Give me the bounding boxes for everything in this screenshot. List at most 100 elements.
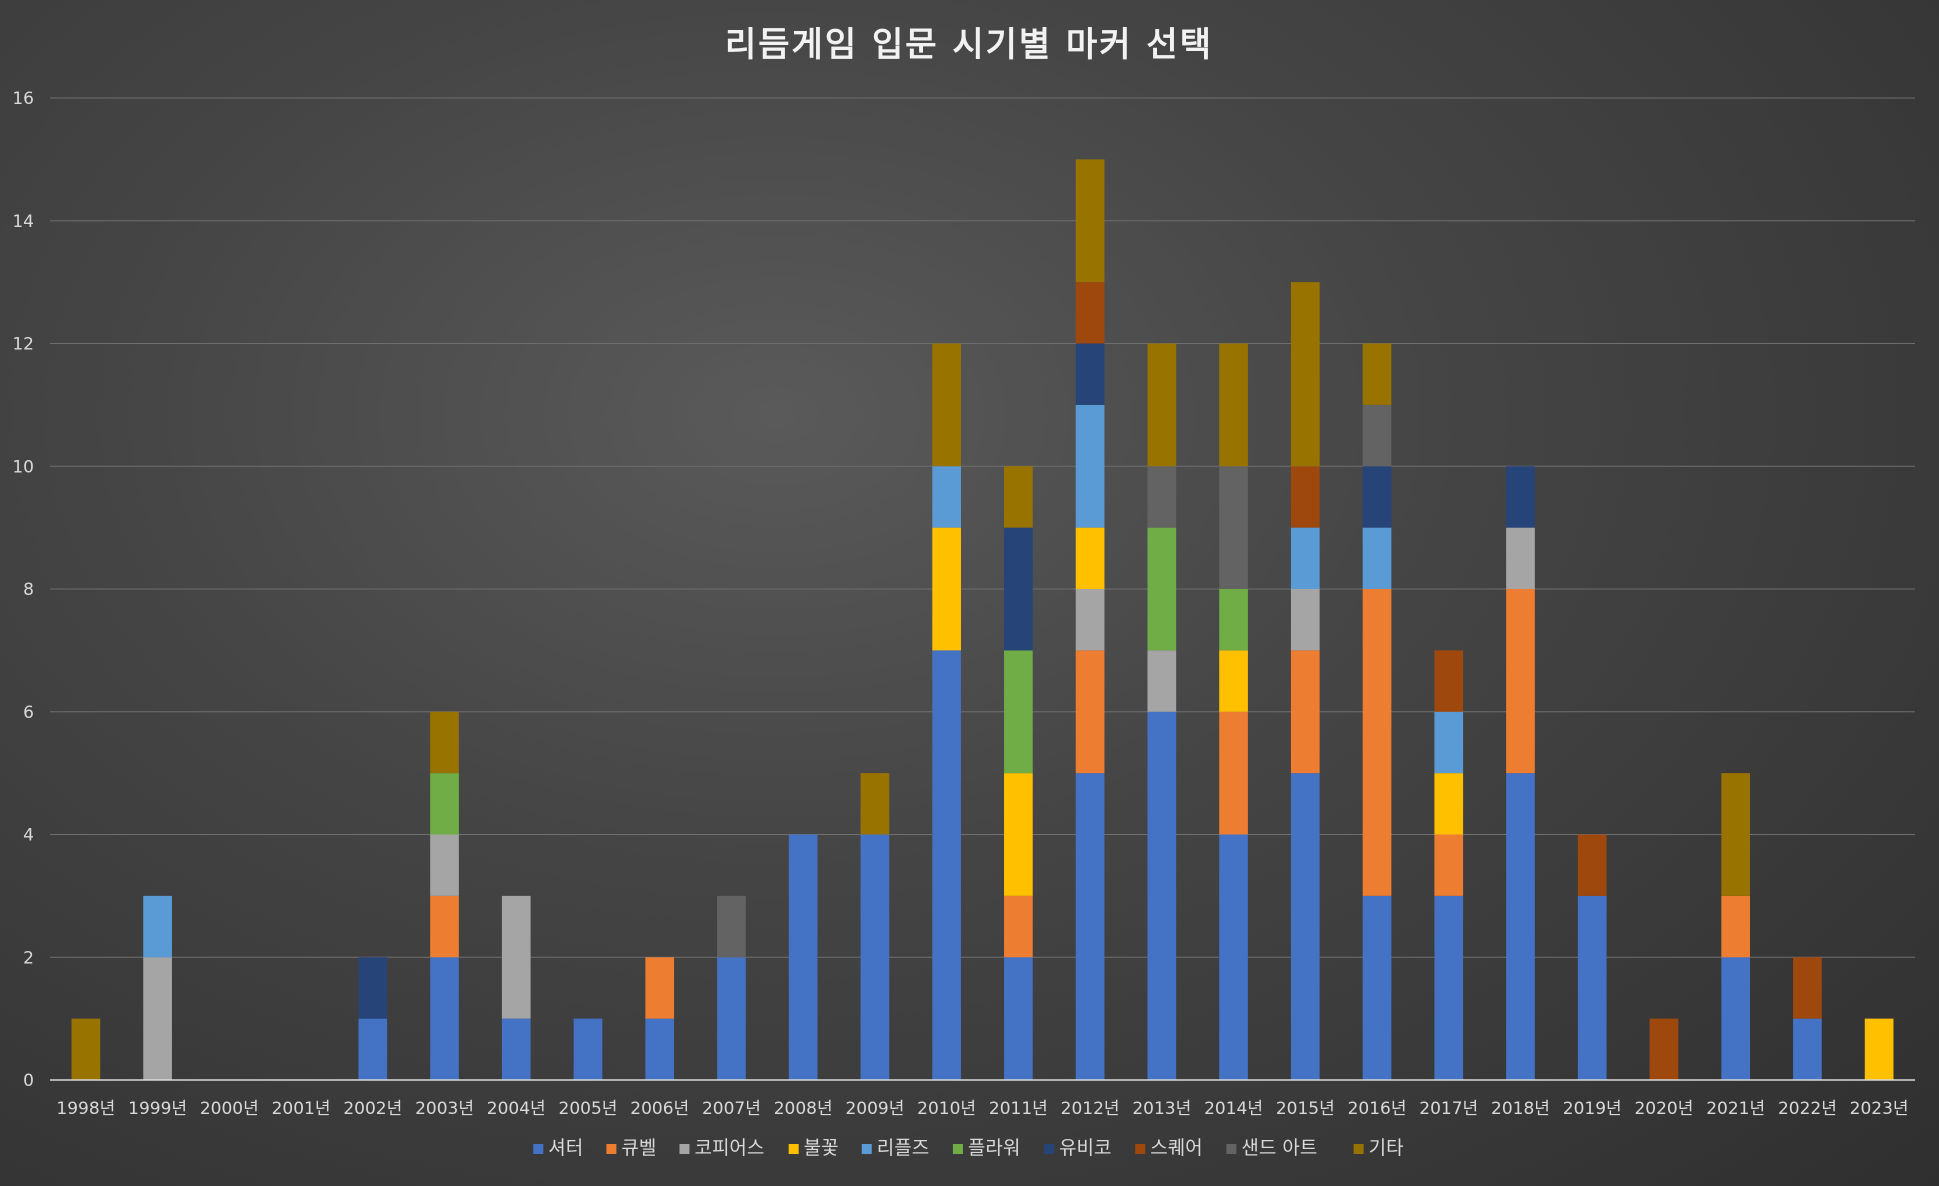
bar-segment	[1577, 834, 1607, 896]
bar-segment	[1290, 773, 1320, 1080]
x-tick-label: 2007년	[702, 1099, 761, 1119]
gridlines	[50, 97, 1915, 958]
bar-segment	[1147, 650, 1177, 712]
bar-segment	[860, 834, 890, 1080]
bar-segment	[1004, 527, 1033, 651]
bar-segment	[1004, 466, 1033, 528]
legend-swatch	[952, 1144, 963, 1154]
x-tick-label: 2015년	[1276, 1099, 1335, 1119]
legend-swatch	[606, 1144, 617, 1154]
bar-segment	[1290, 650, 1320, 774]
x-tick-label: 2004년	[487, 1099, 546, 1119]
bar-segment	[430, 957, 459, 1080]
legend-label: 기타	[1369, 1137, 1404, 1159]
x-tick-label: 1998년	[56, 1099, 115, 1119]
legend-swatch	[533, 1144, 544, 1154]
legend-label: 유비코	[1059, 1137, 1111, 1159]
bar-segment	[1290, 527, 1320, 589]
legend-label: 큐벨	[621, 1137, 656, 1159]
bar-segment	[932, 527, 961, 651]
y-tick-label: 14	[12, 212, 34, 232]
bar-segment	[501, 1018, 531, 1080]
bar-segment	[1649, 1018, 1679, 1080]
x-tick-label: 2023년	[1850, 1099, 1909, 1119]
bar-segment	[1434, 711, 1464, 774]
x-tick-label: 2000년	[200, 1099, 259, 1119]
bar-segment	[1721, 957, 1751, 1080]
bar-segment	[1793, 957, 1822, 1019]
bar-segment	[1362, 343, 1392, 405]
bar-segment	[1506, 466, 1535, 528]
bar-segment	[1793, 1018, 1822, 1080]
x-tick-label: 2017년	[1419, 1099, 1478, 1119]
bar-segment	[717, 895, 746, 958]
bar-segment	[1434, 650, 1464, 712]
bar-segment	[1075, 404, 1105, 528]
bar-segment	[501, 895, 531, 1019]
bar-segment	[1004, 957, 1033, 1080]
bar-segment	[860, 773, 890, 835]
x-tick-label: 2019년	[1563, 1099, 1622, 1119]
bar-segment	[1434, 895, 1464, 1080]
bar-segment	[1506, 589, 1535, 774]
y-tick-label: 2	[23, 948, 34, 968]
legend-label: 플라워	[968, 1137, 1020, 1159]
x-tick-label: 2011년	[989, 1099, 1048, 1119]
bar-segment	[1004, 895, 1033, 958]
bar-segment	[1075, 589, 1105, 651]
bar-segment	[717, 957, 746, 1080]
bar-segment	[1362, 589, 1392, 896]
y-tick-label: 0	[23, 1071, 34, 1091]
x-tick-label: 2013년	[1132, 1099, 1191, 1119]
legend-swatch	[1353, 1144, 1364, 1154]
bar-segment	[1004, 773, 1033, 896]
bar-segment	[1362, 527, 1392, 589]
bar-segment	[71, 1018, 101, 1080]
bar-segment	[788, 834, 818, 1080]
legend-label: 코피어스	[694, 1137, 764, 1159]
bar-segment	[645, 957, 675, 1019]
bar-segment	[358, 957, 388, 1019]
bar-segment	[430, 711, 459, 774]
x-tick-label: 2001년	[272, 1099, 331, 1119]
bar-segment	[430, 895, 459, 958]
bar-segment	[932, 466, 961, 528]
bar-segment	[1721, 773, 1751, 896]
y-tick-label: 10	[12, 457, 34, 477]
bar-segment	[430, 773, 459, 835]
legend-swatch	[679, 1144, 690, 1154]
x-tick-label: 2006년	[630, 1099, 689, 1119]
bar-segment	[1075, 159, 1105, 283]
bar-segment	[1075, 527, 1105, 589]
y-tick-label: 4	[23, 826, 34, 846]
x-tick-label: 2016년	[1348, 1099, 1407, 1119]
x-tick-label: 1999년	[128, 1099, 187, 1119]
x-tick-label: 2003년	[415, 1099, 474, 1119]
legend-label: 셔터	[548, 1137, 583, 1159]
bars	[71, 159, 1894, 1080]
x-tick-label: 2009년	[845, 1099, 904, 1119]
bar-segment	[1147, 343, 1177, 467]
x-tick-label: 2020년	[1634, 1099, 1693, 1119]
y-axis-ticks: 0 2 4 6 8 10 12 14 16	[12, 89, 34, 1091]
x-tick-label: 2010년	[917, 1099, 976, 1119]
bar-segment	[1864, 1018, 1894, 1080]
bar-segment	[358, 1018, 388, 1080]
bar-segment	[1290, 466, 1320, 528]
bar-segment	[1219, 343, 1248, 467]
bar-segment	[1721, 895, 1751, 958]
bar-segment	[1075, 650, 1105, 774]
bar-segment	[1147, 527, 1177, 651]
bar-segment	[1362, 895, 1392, 1080]
y-tick-label: 6	[23, 703, 34, 723]
bar-segment	[1075, 773, 1105, 1080]
legend-label: 샌드 아트	[1241, 1137, 1317, 1159]
legend-swatch	[1044, 1144, 1055, 1154]
bar-segment	[1362, 466, 1392, 528]
y-tick-label: 8	[23, 580, 34, 600]
legend-swatch	[1226, 1144, 1237, 1154]
bar-segment	[1362, 404, 1392, 467]
y-tick-label: 12	[12, 335, 34, 355]
bar-segment	[1075, 282, 1105, 344]
